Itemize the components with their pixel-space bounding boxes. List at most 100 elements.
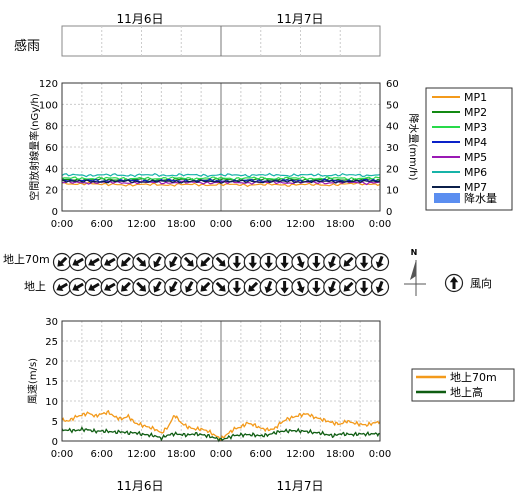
- y-tick-label: 60: [45, 143, 58, 154]
- y-tick-label: 100: [39, 100, 58, 111]
- wind-arrow-shape: [375, 280, 384, 294]
- series-line-3: [61, 175, 381, 181]
- wind-direction-legend: 風向: [444, 273, 492, 293]
- wind-dir-arrow-icon: [116, 277, 135, 297]
- y-tick-label: 20: [45, 186, 58, 197]
- wind-arrow-shape: [72, 282, 84, 292]
- wind-dir-arrow-icon: [52, 252, 72, 272]
- wind-arrow-shape: [169, 281, 178, 293]
- x-tick-label: 12:00: [286, 449, 315, 460]
- dose-rate-y-axis-label: 空間放射線量率(nGy/h): [28, 93, 41, 201]
- wind-arrow-shape: [185, 281, 194, 293]
- legend-label-MP2: MP2: [464, 106, 487, 119]
- wind-arrow-shape: [296, 255, 305, 269]
- wind-direction-legend-icon: [444, 273, 464, 293]
- wind-dir-row1: [52, 252, 390, 272]
- y2-tick-label: 20: [386, 164, 399, 175]
- series-line-2: [61, 426, 381, 443]
- wind-arrow-shape: [328, 280, 336, 294]
- dose-rate-y2-ticks: 0 10 20 30 40 50 60: [386, 79, 399, 218]
- wind-arrow-shape: [88, 257, 100, 267]
- y-tick-label: 30: [45, 317, 58, 328]
- wind-dir-arrow-icon: [339, 277, 358, 297]
- wind-dir-arrow-icon: [291, 277, 310, 297]
- y-tick-label: 10: [45, 397, 58, 408]
- dose-rate-plot-frame: [61, 82, 381, 212]
- y-tick-label: 0: [52, 437, 58, 448]
- rain-sense-grid: [101, 26, 341, 56]
- legend-label-MP7: MP7: [464, 181, 487, 194]
- x-tick-label: 6:00: [91, 449, 113, 460]
- wind-dir-arrow-icon: [355, 252, 374, 272]
- y2-tick-label: 60: [386, 79, 399, 90]
- wind-arrow-shape: [232, 256, 242, 269]
- y2-tick-label: 0: [386, 207, 392, 218]
- wind-arrow-shape: [449, 276, 459, 289]
- wind-dir-arrow-icon: [370, 277, 390, 297]
- wind-dir-arrow-icon: [68, 277, 88, 297]
- north-indicator-icon: N: [404, 248, 426, 296]
- wind-dir-arrow-icon: [180, 277, 199, 297]
- wind-dir-arrow-icon: [196, 252, 215, 272]
- wind-dir-arrow-icon: [52, 277, 72, 297]
- series-line-6: [61, 172, 381, 178]
- wind-arrow-shape: [88, 282, 100, 292]
- dose-rate-series: [61, 172, 381, 188]
- legend-label-rainfall: 降水量: [464, 191, 497, 205]
- wind-arrow-shape: [200, 256, 211, 267]
- y-tick-label: 40: [45, 164, 58, 175]
- north-arrow-head: [410, 260, 416, 280]
- wind-dir-arrow-icon: [307, 252, 326, 272]
- wind-arrow-shape: [375, 255, 384, 269]
- y-tick-label: 15: [45, 377, 58, 388]
- wind-arrow-shape: [104, 282, 116, 292]
- legend-label-MP4: MP4: [464, 136, 487, 149]
- y-tick-label: 20: [45, 357, 58, 368]
- wind-arrow-shape: [280, 256, 289, 269]
- x-tick-label: 0:00: [369, 449, 391, 460]
- wind-arrow-shape: [264, 256, 273, 269]
- x-tick-label: 0:00: [210, 219, 232, 230]
- wind-arrow-shape: [215, 256, 226, 267]
- wind-dir-arrow-icon: [164, 252, 183, 272]
- wind-arrow-shape: [264, 280, 273, 294]
- x-tick-label: 18:00: [167, 449, 196, 460]
- wind-dir-arrow-icon: [211, 252, 231, 272]
- x-tick-label: 12:00: [286, 219, 315, 230]
- wind-speed-chart: 0 5 10 15 20 25 30 0:00 6:00 12:00 18:00 0:00 6:00 1…: [27, 317, 391, 460]
- x-tick-label: 0:00: [51, 449, 73, 460]
- wind-arrow-shape: [248, 256, 257, 269]
- y-tick-label: 120: [39, 79, 58, 90]
- x-tick-label: 0:00: [51, 219, 73, 230]
- wind-dir-arrow-icon: [148, 277, 167, 297]
- wind-arrow-shape: [104, 257, 116, 267]
- wind-dir-arrow-icon: [227, 277, 246, 297]
- wind-dir-arrow-icon: [100, 277, 119, 297]
- dose-rate-legend-frame: [425, 87, 513, 211]
- wind-dir-arrow-icon: [84, 277, 103, 297]
- legend-label-wind-1: 地上70m: [450, 371, 497, 384]
- wind-arrow-shape: [312, 281, 321, 294]
- wind-arrow-shape: [56, 282, 68, 292]
- y-tick-label: 80: [45, 122, 58, 133]
- wind-dir-arrow-icon: [132, 252, 151, 272]
- x-tick-label: 6:00: [91, 219, 113, 230]
- y2-tick-label: 10: [386, 186, 399, 197]
- wind-arrow-shape: [72, 257, 84, 267]
- x-tick-label: 18:00: [326, 449, 355, 460]
- wind-dir-arrow-icon: [259, 252, 278, 272]
- wind-arrow-shape: [232, 281, 242, 294]
- dose-rate-chart: 0 20 40 60 80 100 120 0 10 20 30 40 50 60 0:00 6:00 12…: [28, 79, 420, 230]
- y-tick-label: 25: [45, 337, 58, 348]
- y-tick-label: 0: [52, 207, 58, 218]
- series-line-7: [61, 179, 381, 184]
- x-tick-label: 18:00: [326, 219, 355, 230]
- x-tick-label: 18:00: [167, 219, 196, 230]
- wind-arrow-shape: [328, 255, 336, 269]
- wind-dir-arrow-icon: [132, 277, 151, 297]
- legend-label-MP1: MP1: [464, 91, 487, 104]
- rain-sense-panel: [61, 25, 381, 57]
- wind-arrow-shape: [57, 256, 68, 267]
- wind-dir-arrow-icon: [243, 277, 262, 297]
